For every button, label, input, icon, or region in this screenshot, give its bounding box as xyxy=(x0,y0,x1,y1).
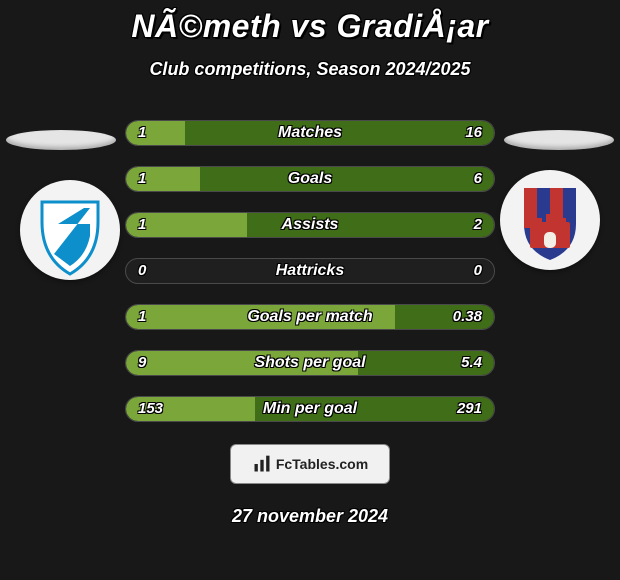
page-title: NÃ©meth vs GradiÅ¡ar xyxy=(0,8,620,45)
bar-row: 95.4Shots per goal xyxy=(125,350,495,376)
bar-row: 12Assists xyxy=(125,212,495,238)
bar-row: 10.38Goals per match xyxy=(125,304,495,330)
shadow-ellipse-right xyxy=(504,130,614,150)
bar-label: Hattricks xyxy=(126,258,494,284)
comparison-bars: 116Matches 16Goals 12Assists 00Hattricks 10.… xyxy=(125,120,495,422)
videoton-logo-icon xyxy=(500,170,600,270)
page-subtitle: Club competitions, Season 2024/2025 xyxy=(0,59,620,80)
zte-logo-icon xyxy=(20,180,120,280)
date-label: 27 november 2024 xyxy=(0,506,620,527)
bar-label: Min per goal xyxy=(126,396,494,422)
shadow-ellipse-left xyxy=(6,130,116,150)
bar-label: Goals xyxy=(126,166,494,192)
bar-row: 16Goals xyxy=(125,166,495,192)
bar-row: 116Matches xyxy=(125,120,495,146)
bar-row: 00Hattricks xyxy=(125,258,495,284)
brand-footer: FcTables.com xyxy=(230,444,390,484)
bar-row: 153291Min per goal xyxy=(125,396,495,422)
team-badge-left xyxy=(20,180,120,280)
bar-label: Matches xyxy=(126,120,494,146)
bar-label: Shots per goal xyxy=(126,350,494,376)
team-badge-right xyxy=(500,170,600,270)
chart-icon xyxy=(252,454,272,474)
infographic-root: NÃ©meth vs GradiÅ¡ar Club competitions, … xyxy=(0,0,620,580)
bar-label: Assists xyxy=(126,212,494,238)
brand-label: FcTables.com xyxy=(276,444,368,484)
bar-label: Goals per match xyxy=(126,304,494,330)
